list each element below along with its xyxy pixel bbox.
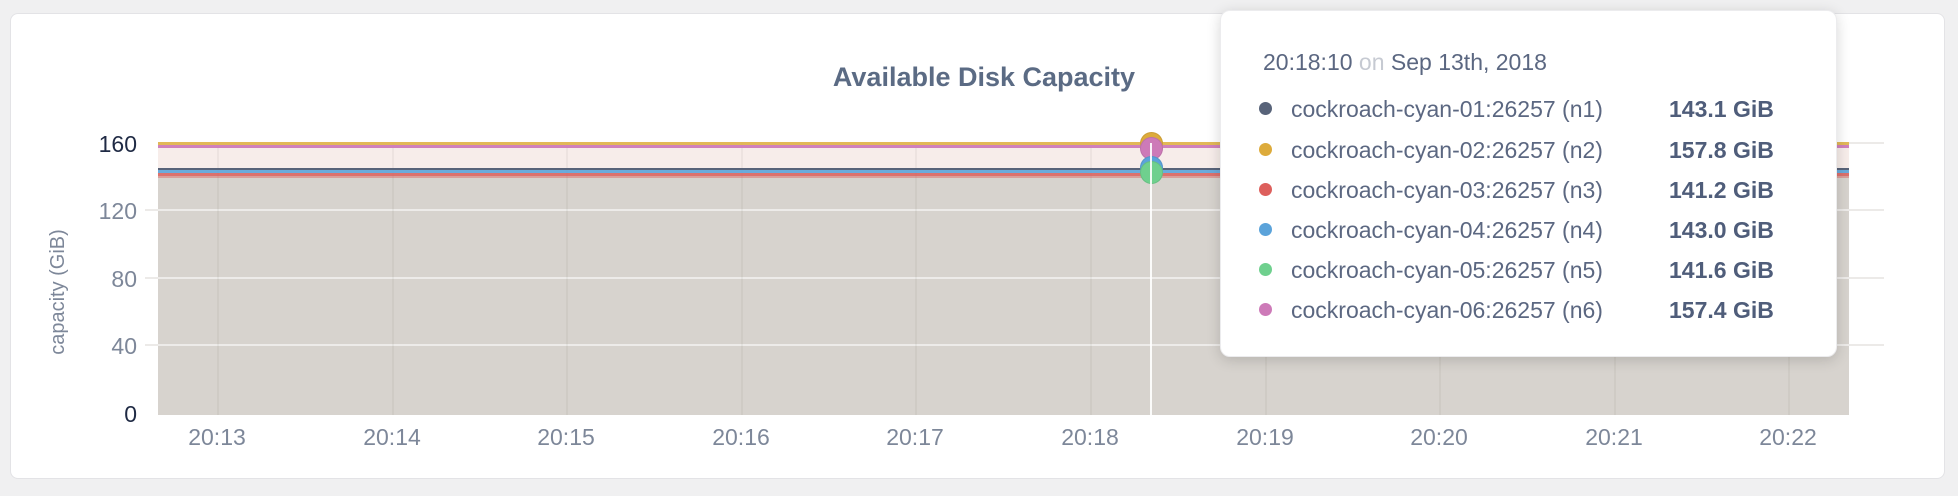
series-color-dot-n3 bbox=[1259, 183, 1272, 196]
tooltip-row: cockroach-cyan-01:26257 (n1) 143.1 GiB bbox=[1221, 88, 1836, 128]
series-line-n5 bbox=[158, 173, 1849, 176]
series-line-n3 bbox=[158, 176, 1849, 178]
x-tick-2022: 20:22 bbox=[1759, 424, 1817, 450]
x-tick-2014: 20:14 bbox=[363, 424, 421, 450]
series-line-n1 bbox=[158, 168, 1849, 170]
hover-guideline bbox=[1150, 143, 1152, 415]
y-tick-80: 80 bbox=[111, 266, 137, 292]
gridline-v-2015 bbox=[566, 143, 568, 415]
series-value: 143.0 GiB bbox=[1669, 217, 1774, 243]
tooltip-row: cockroach-cyan-05:26257 (n5) 141.6 GiB bbox=[1221, 249, 1836, 289]
gridline-160 bbox=[1849, 142, 1884, 144]
x-tick-2015: 20:15 bbox=[537, 424, 595, 450]
tooltip-row: cockroach-cyan-02:26257 (n2) 157.8 GiB bbox=[1221, 129, 1836, 169]
y-tick-160: 160 bbox=[98, 131, 137, 157]
y-tick-120: 120 bbox=[98, 198, 137, 224]
tooltip-timestamp: 20:18:10 on Sep 13th, 2018 bbox=[1263, 49, 1547, 76]
hover-tooltip: 20:18:10 on Sep 13th, 2018 cockroach-cya… bbox=[1220, 10, 1837, 357]
series-line-n6 bbox=[158, 145, 1849, 148]
x-tick-2017: 20:17 bbox=[886, 424, 944, 450]
tooltip-on-word: on bbox=[1358, 49, 1385, 75]
chart-title: Available Disk Capacity bbox=[832, 62, 1136, 92]
x-tick-2019: 20:19 bbox=[1236, 424, 1294, 450]
y-tick-0: 0 bbox=[124, 401, 137, 427]
series-label: cockroach-cyan-01:26257 (n1) bbox=[1291, 96, 1603, 122]
gridline-v-2014 bbox=[392, 143, 394, 415]
series-color-dot-n5 bbox=[1259, 263, 1272, 276]
x-tick-2018: 20:18 bbox=[1061, 424, 1119, 450]
series-value: 157.4 GiB bbox=[1669, 297, 1774, 323]
x-tick-2020: 20:20 bbox=[1410, 424, 1468, 450]
series-value: 157.8 GiB bbox=[1669, 137, 1774, 163]
series-line-n2 bbox=[158, 142, 1849, 145]
series-label: cockroach-cyan-05:26257 (n5) bbox=[1291, 257, 1603, 283]
series-value: 141.2 GiB bbox=[1669, 177, 1774, 203]
x-tick-2016: 20:16 bbox=[712, 424, 770, 450]
series-label: cockroach-cyan-03:26257 (n3) bbox=[1291, 177, 1603, 203]
series-label: cockroach-cyan-04:26257 (n4) bbox=[1291, 217, 1603, 243]
gridline-v-2016 bbox=[741, 143, 743, 415]
tooltip-row: cockroach-cyan-04:26257 (n4) 143.0 GiB bbox=[1221, 209, 1836, 249]
series-label: cockroach-cyan-06:26257 (n6) bbox=[1291, 297, 1603, 323]
tooltip-time: 20:18:10 bbox=[1263, 49, 1353, 75]
series-color-dot-n2 bbox=[1259, 143, 1272, 156]
series-color-dot-n4 bbox=[1259, 223, 1272, 236]
series-color-dot-n1 bbox=[1259, 102, 1272, 115]
gridline-v-2013 bbox=[217, 143, 219, 415]
gridline-120-overlay bbox=[158, 209, 1849, 211]
gridline-40-overlay bbox=[158, 344, 1849, 346]
series-color-dot-n6 bbox=[1259, 303, 1272, 316]
x-tick-2021: 20:21 bbox=[1585, 424, 1643, 450]
gridline-v-2018 bbox=[1090, 143, 1092, 415]
gridline-v-2017 bbox=[915, 143, 917, 415]
tooltip-row: cockroach-cyan-03:26257 (n3) 141.2 GiB bbox=[1221, 169, 1836, 209]
tooltip-row: cockroach-cyan-06:26257 (n6) 157.4 GiB bbox=[1221, 289, 1836, 329]
gridline-80-overlay bbox=[158, 277, 1849, 279]
y-tick-40: 40 bbox=[111, 333, 137, 359]
series-value: 141.6 GiB bbox=[1669, 257, 1774, 283]
series-value: 143.1 GiB bbox=[1669, 96, 1774, 122]
tooltip-date: Sep 13th, 2018 bbox=[1390, 49, 1547, 75]
series-label: cockroach-cyan-02:26257 (n2) bbox=[1291, 137, 1603, 163]
x-tick-2013: 20:13 bbox=[188, 424, 246, 450]
series-line-n4 bbox=[158, 170, 1849, 173]
